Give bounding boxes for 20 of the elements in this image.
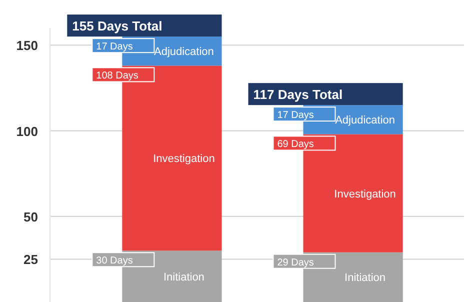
y-tick-label: 50 [24, 209, 38, 224]
data-label: 108 Days [96, 70, 138, 82]
data-label: 30 Days [96, 256, 133, 267]
series-label: Investigation [334, 188, 396, 200]
series-label: Initiation [344, 272, 386, 284]
total-label: 155 Days Total [72, 18, 162, 34]
text: Initiation [163, 271, 204, 284]
data-label: 29 Days [277, 257, 314, 268]
data-label: 69 Days [277, 139, 314, 150]
y-tick-label: 100 [16, 124, 38, 139]
text: Adjudication [335, 114, 396, 127]
y-tick-label: 25 [24, 252, 38, 268]
total-box: 117 Days Total [248, 83, 403, 106]
y-tick-label: 150 [16, 38, 38, 54]
total-box: 155 Days Total [67, 14, 222, 37]
text: Investigation [153, 153, 215, 166]
total-label: 117 Days Total [253, 87, 343, 102]
series-label: Adjudication [154, 46, 214, 58]
data-label: 17 Days [96, 42, 133, 53]
data-label: 17 Days [277, 110, 314, 122]
